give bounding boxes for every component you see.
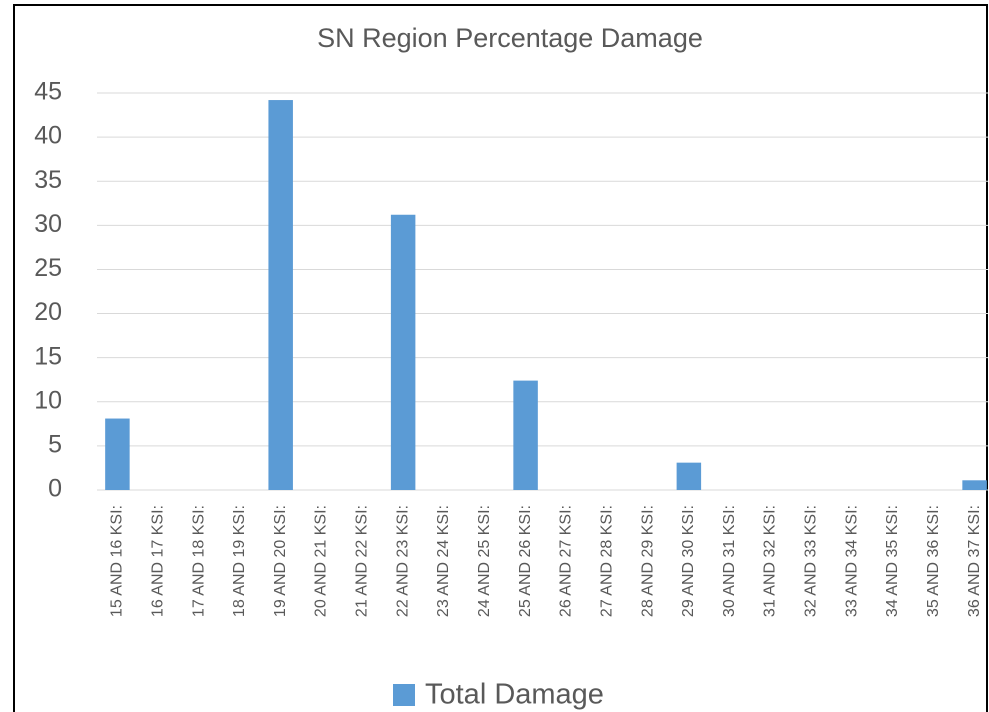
x-tick-label: 22 AND 23 KSI: [394,505,411,617]
x-tick-label: 16 AND 17 KSI: [149,505,166,617]
x-tick-label: 35 AND 36 KSI: [925,505,942,617]
x-tick-label: 17 AND 18 KSI: [190,505,207,617]
bar [268,100,293,491]
x-tick-label: 31 AND 32 KSI: [762,505,779,617]
x-tick-label: 23 AND 24 KSI: [435,505,452,617]
bar [962,480,987,490]
chart-frame [13,4,988,712]
y-tick-label: 20 [34,298,62,326]
bar [676,462,702,490]
x-tick-label: 18 AND 19 KSI: [231,505,248,617]
y-tick-label: 25 [34,254,62,282]
x-tick-label: 33 AND 34 KSI: [843,505,860,617]
x-tick-label: 27 AND 28 KSI: [598,505,615,617]
x-tick-label: 24 AND 25 KSI: [476,505,493,617]
y-tick-label: 45 [34,78,62,106]
y-tick-label: 5 [48,430,62,458]
y-tick-label: 40 [34,122,62,150]
x-tick-label: 29 AND 30 KSI: [680,505,697,617]
x-tick-label: 21 AND 22 KSI: [354,505,371,617]
x-tick-label: 28 AND 29 KSI: [639,505,656,617]
y-tick-label: 30 [34,210,62,238]
x-tick-label: 32 AND 33 KSI: [803,505,820,617]
x-tick-label: 36 AND 37 KSI: [966,505,983,617]
x-tick-label: 30 AND 31 KSI: [721,505,738,617]
legend-label: Total Damage [425,679,604,711]
x-tick-label: 25 AND 26 KSI: [517,505,534,617]
y-tick-label: 15 [34,342,62,370]
x-tick-label: 20 AND 21 KSI: [313,505,330,617]
y-tick-label: 10 [34,386,62,414]
y-tick-label: 35 [34,166,62,194]
x-tick-label: 26 AND 27 KSI: [558,505,575,617]
bar [513,380,538,490]
y-tick-label: 0 [48,475,62,503]
chart-title: SN Region Percentage Damage [317,23,703,53]
legend-swatch [393,684,415,706]
bar [105,418,130,490]
x-tick-label: 19 AND 20 KSI: [272,505,289,617]
x-tick-label: 34 AND 35 KSI: [884,505,901,617]
bar [390,214,416,490]
x-tick-label: 15 AND 16 KSI: [109,505,126,617]
